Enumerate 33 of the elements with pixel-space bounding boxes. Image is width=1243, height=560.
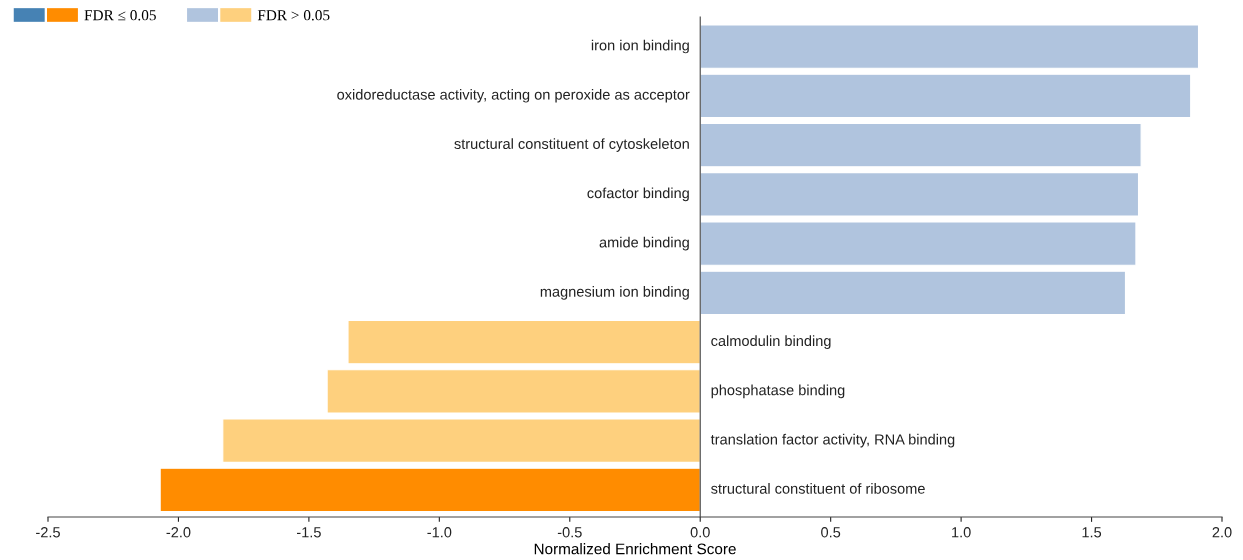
bar bbox=[699, 221, 1137, 266]
y-tick-label: cofactor binding bbox=[587, 187, 689, 202]
y-tick-label: amide binding bbox=[599, 236, 689, 251]
y-tick-label: iron ion binding bbox=[591, 39, 689, 54]
x-tick-label: 0.5 bbox=[821, 527, 841, 538]
bar bbox=[326, 369, 701, 414]
bar bbox=[699, 172, 1140, 217]
bar bbox=[159, 467, 701, 513]
legend-label: FDR > 0.05 bbox=[257, 10, 330, 21]
y-tick-label: oxidoreductase activity, acting on peroxide as acceptor bbox=[337, 89, 690, 103]
x-tick-label: -1.0 bbox=[427, 527, 452, 538]
y-tick-label: structural constituent of cytoskeleton bbox=[454, 138, 689, 152]
bar bbox=[699, 24, 1200, 69]
x-tick-label: -0.5 bbox=[557, 527, 582, 538]
bar bbox=[699, 270, 1127, 316]
bar bbox=[222, 418, 701, 463]
y-tick-label: calmodulin binding bbox=[711, 335, 831, 349]
x-tick-label: -2.0 bbox=[166, 527, 191, 538]
x-tick-label: 0.0 bbox=[690, 527, 710, 538]
bar bbox=[699, 73, 1192, 119]
x-tick-label: 2.0 bbox=[1212, 527, 1232, 538]
bar bbox=[699, 122, 1142, 168]
bar bbox=[347, 319, 701, 365]
y-tick-label: phosphatase binding bbox=[711, 384, 845, 399]
x-tick-label: -2.5 bbox=[36, 527, 60, 538]
x-tick-label: 1.5 bbox=[1082, 527, 1102, 538]
x-tick-label: 1.0 bbox=[952, 527, 971, 538]
y-tick-label: magnesium ion binding bbox=[540, 286, 689, 300]
y-tick-label: translation factor activity, RNA binding bbox=[710, 433, 955, 448]
y-tick-label: structural constituent of ribosome bbox=[711, 483, 925, 494]
x-tick-label: -1.5 bbox=[296, 527, 321, 538]
legend-label: FDR ≤ 0.05 bbox=[84, 10, 156, 21]
x-axis-title: Normalized Enrichment Score bbox=[534, 543, 736, 555]
